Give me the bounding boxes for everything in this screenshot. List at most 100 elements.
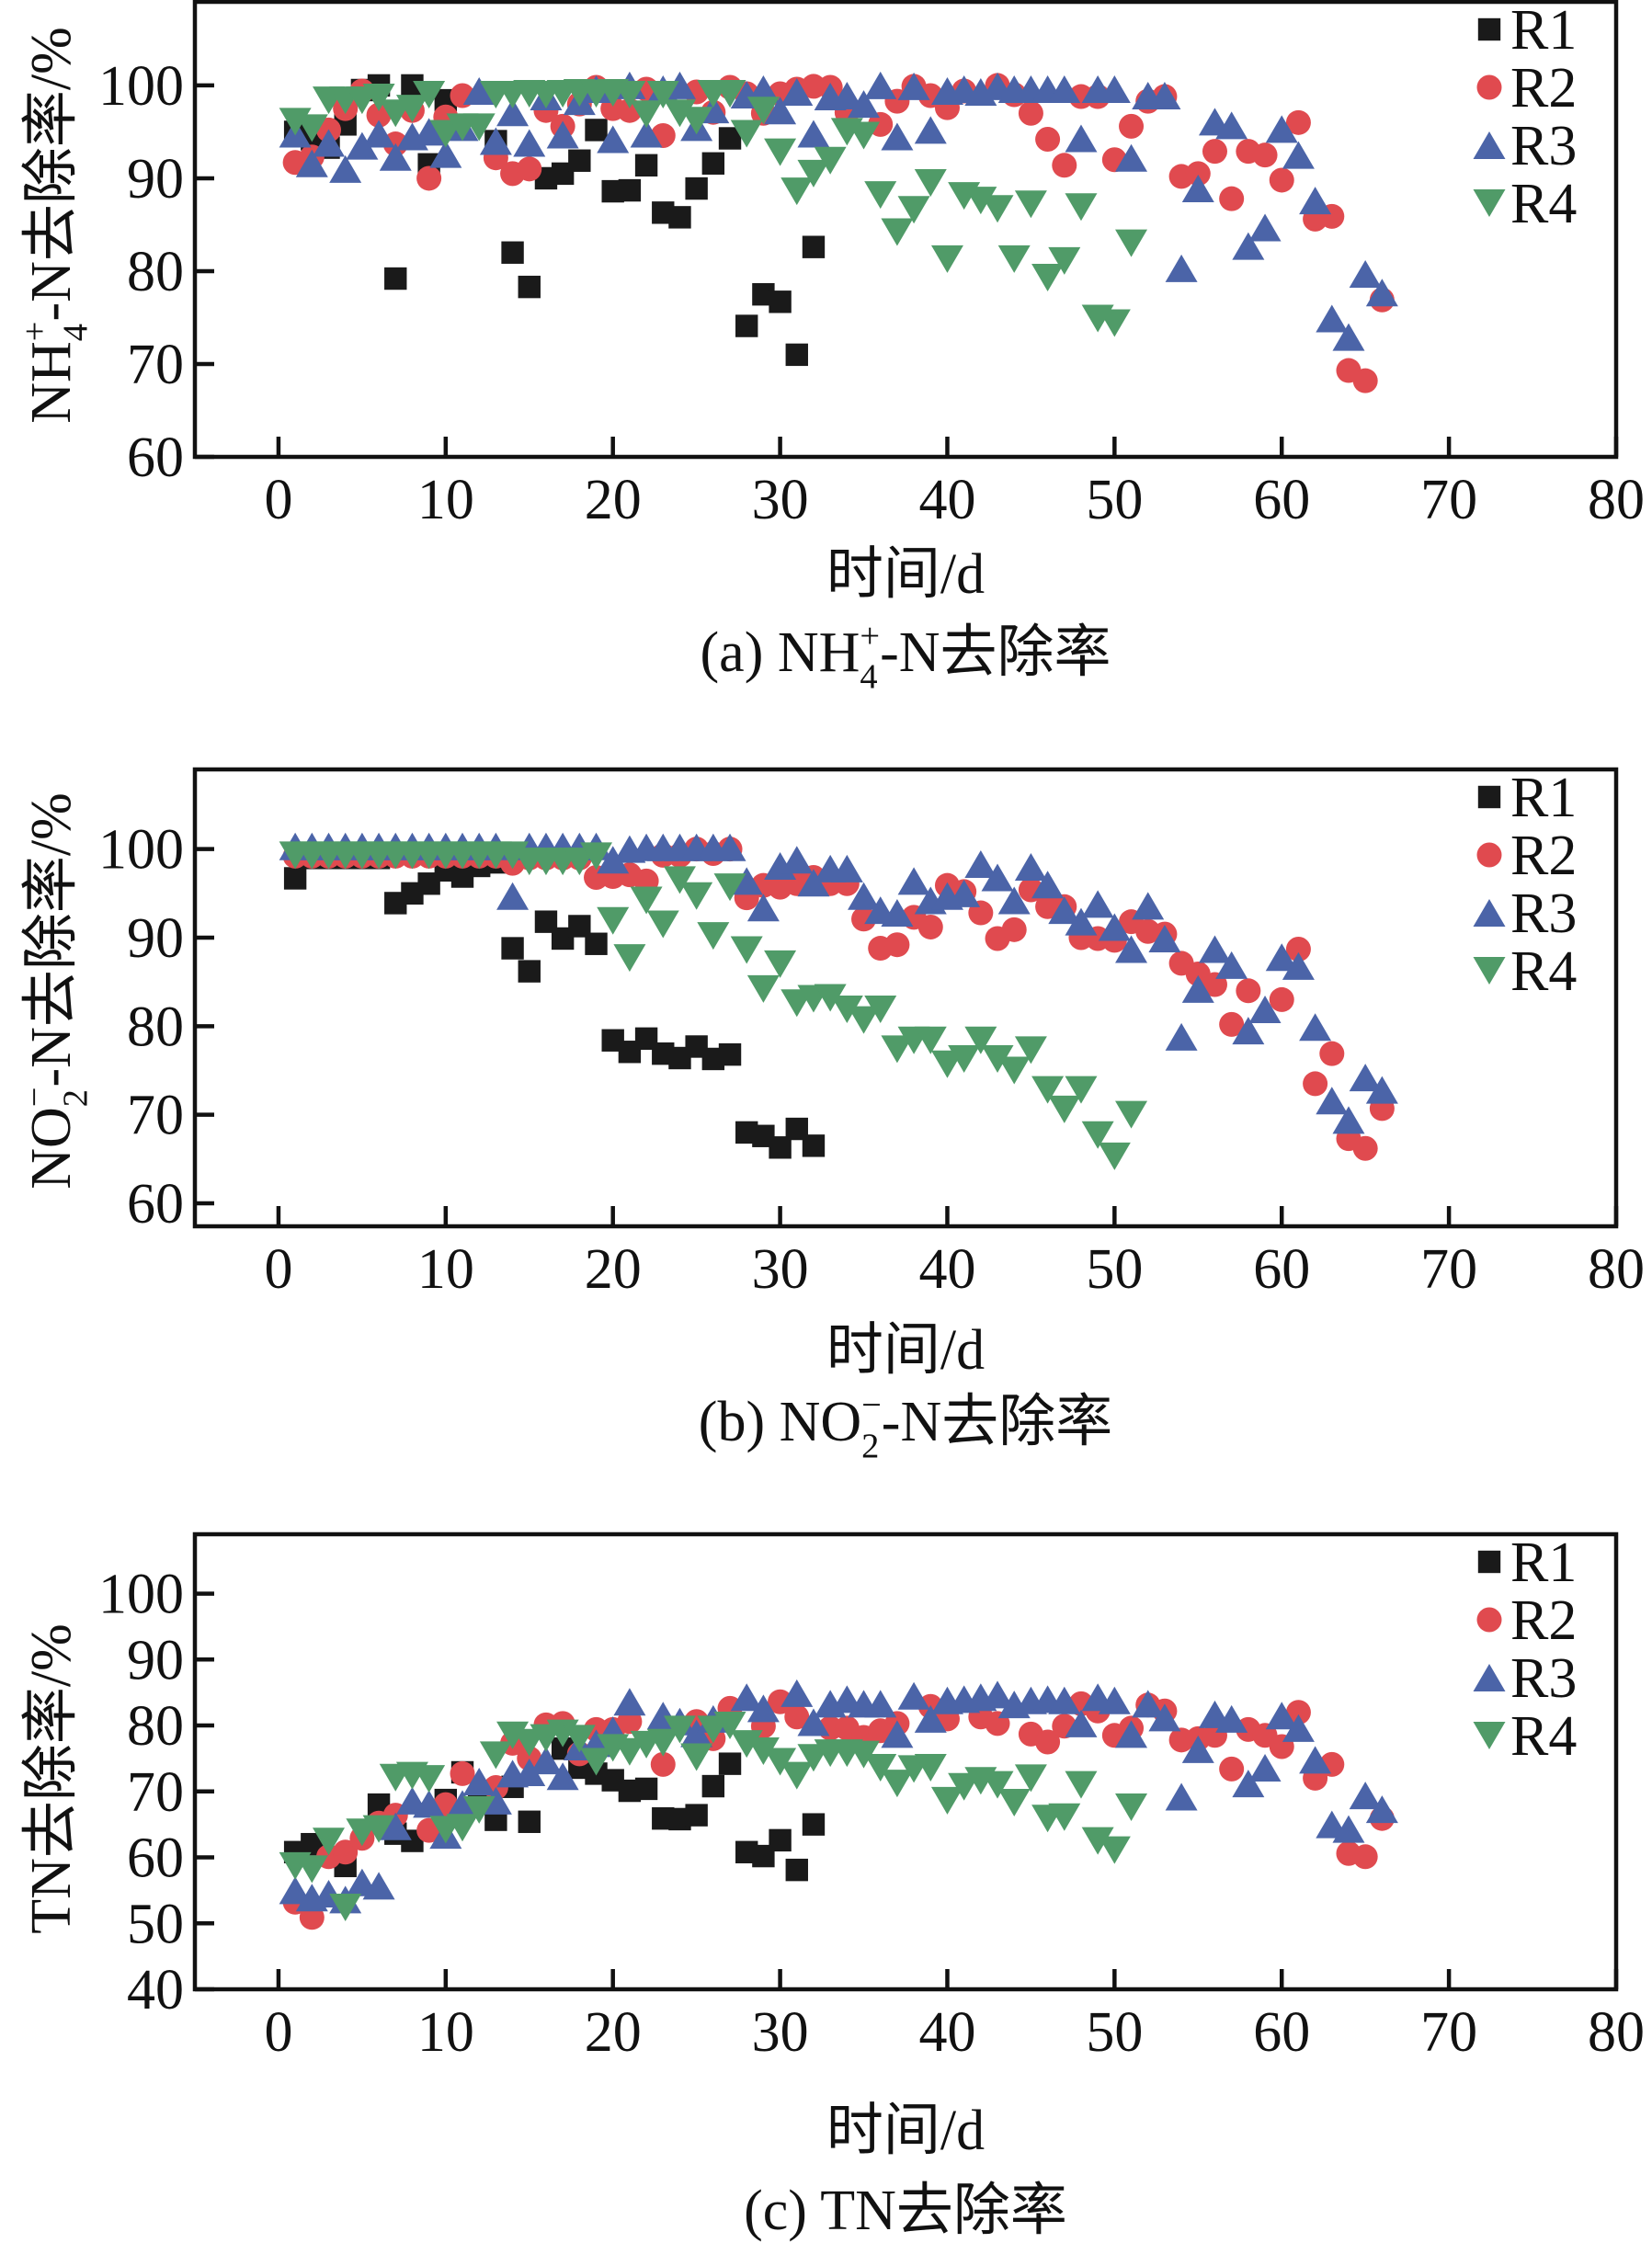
x-tick-label: 80 xyxy=(1588,469,1645,531)
r3-data-point xyxy=(764,97,797,125)
r4-data-point xyxy=(462,1795,496,1824)
y-tick-label: 100 xyxy=(98,55,184,118)
r3-data-point xyxy=(1265,115,1298,143)
y-tick-label: 80 xyxy=(127,1695,184,1758)
r4-data-point xyxy=(1081,1827,1114,1855)
r4-data-point xyxy=(780,1761,814,1790)
panel-caption-superscript: − xyxy=(861,1386,882,1425)
r1-data-point xyxy=(618,178,642,202)
r4-data-point xyxy=(362,84,395,112)
r4-data-point xyxy=(1014,1764,1047,1793)
data-points xyxy=(279,71,1398,393)
r1-data-point xyxy=(518,1810,541,1833)
y-tick-label: 70 xyxy=(127,1761,184,1824)
r2-data-point xyxy=(1035,1729,1061,1755)
panel-caption-text-part: (a) NH xyxy=(701,621,860,684)
r2-data-point xyxy=(1236,978,1261,1004)
data-points xyxy=(279,832,1398,1170)
legend-label-r1: R1 xyxy=(1510,767,1577,829)
r4-data-point xyxy=(1115,229,1148,257)
r4-data-point xyxy=(713,873,746,902)
r4-data-point xyxy=(964,1026,997,1054)
r4-data-point xyxy=(964,187,997,215)
r3-data-point xyxy=(496,98,530,127)
r3-data-point xyxy=(1048,896,1081,925)
r3-data-point xyxy=(313,129,346,157)
r3-data-point xyxy=(797,869,830,897)
r4-data-point xyxy=(1048,246,1081,275)
r4-data-point xyxy=(814,146,847,175)
r1-data-point xyxy=(685,176,708,200)
r4-data-point xyxy=(997,1056,1031,1085)
legend-label-r1: R1 xyxy=(1510,0,1577,62)
y-axis-label-text-part: TN去除率/% xyxy=(20,1623,83,1934)
y-tick-label: 90 xyxy=(127,1629,184,1691)
r3-data-point xyxy=(1282,141,1315,169)
r3-data-point xyxy=(346,131,379,160)
r4-data-point xyxy=(646,81,679,109)
x-axis-label: 时间/d xyxy=(826,2100,985,2162)
r1-data-point xyxy=(501,937,524,960)
r4-data-point xyxy=(1031,1076,1065,1104)
r3-data-point xyxy=(362,120,395,148)
r4-data-point xyxy=(1065,193,1098,222)
r3-data-point xyxy=(746,1694,780,1723)
r3-data-point xyxy=(1232,1770,1265,1798)
r3-data-point xyxy=(496,882,530,910)
x-tick-label: 10 xyxy=(417,1238,474,1301)
r1-data-point xyxy=(769,290,792,313)
y-tick-label: 60 xyxy=(127,1827,184,1890)
r3-data-point xyxy=(279,1876,312,1905)
r4-data-point xyxy=(914,1753,947,1782)
r1-data-point xyxy=(785,1858,808,1882)
r2-data-point xyxy=(1352,1844,1378,1870)
x-tick-label: 50 xyxy=(1086,2001,1143,2064)
r4-data-point xyxy=(1115,1100,1148,1129)
r3-data-point xyxy=(1365,279,1398,307)
r2-data-point xyxy=(450,1760,475,1786)
r3-data-point xyxy=(730,1683,763,1712)
r4-data-point xyxy=(413,1765,446,1793)
r3-data-point xyxy=(1316,1087,1349,1115)
r2-data-point xyxy=(1219,1011,1245,1037)
r4-data-point xyxy=(881,1770,914,1798)
r1-data-point xyxy=(518,275,541,299)
legend-marker-r4 xyxy=(1473,1722,1506,1749)
r2-data-point xyxy=(650,1751,676,1777)
r2-data-point xyxy=(1303,1071,1328,1097)
r4-data-point xyxy=(646,910,679,939)
r3-data-point xyxy=(379,142,412,171)
r3-data-point xyxy=(1148,82,1181,110)
x-tick-label: 80 xyxy=(1588,1238,1645,1301)
r3-data-point xyxy=(713,833,746,861)
r4-data-point xyxy=(1115,1793,1148,1821)
plot-frame xyxy=(192,767,1619,1229)
x-tick-label: 40 xyxy=(918,2001,975,2064)
r4-data-point xyxy=(764,138,797,166)
r4-data-point xyxy=(914,1026,947,1054)
r2-data-point xyxy=(884,932,910,958)
r2-data-point xyxy=(1219,186,1245,211)
r1-data-point xyxy=(769,1828,792,1852)
r3-data-point xyxy=(680,1719,713,1748)
r4-data-point xyxy=(680,1743,713,1771)
r4-data-point xyxy=(630,100,663,129)
r3-data-point xyxy=(780,77,814,106)
r2-data-point xyxy=(1352,368,1378,393)
r3-data-point xyxy=(1165,254,1198,282)
r2-data-point xyxy=(1219,1756,1245,1782)
r4-data-point xyxy=(630,886,663,915)
r4-data-point xyxy=(848,1006,881,1034)
r3-data-point xyxy=(530,1747,563,1775)
r4-data-point xyxy=(663,866,696,894)
r3-data-point xyxy=(746,74,780,103)
x-tick-label: 40 xyxy=(918,1238,975,1301)
r3-data-point xyxy=(1232,232,1265,260)
y-axis-label-superscript: + xyxy=(16,322,54,342)
r4-data-point xyxy=(981,195,1014,223)
r1-data-point xyxy=(501,241,524,264)
r3-data-point xyxy=(513,129,546,157)
y-tick-label: 90 xyxy=(127,907,184,970)
